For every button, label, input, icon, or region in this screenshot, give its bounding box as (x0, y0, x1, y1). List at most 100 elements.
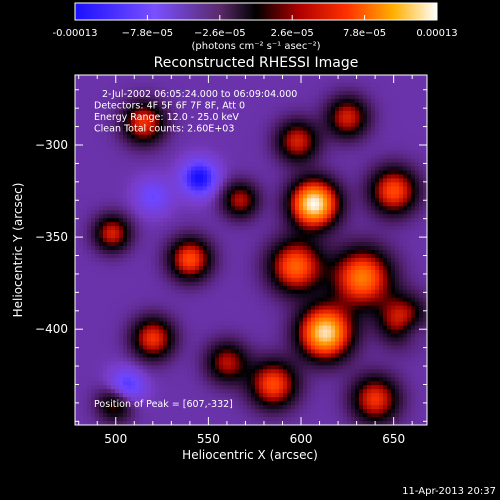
heatmap-cell (379, 118, 384, 124)
heatmap-cell (115, 166, 120, 171)
heatmap-cell (415, 174, 420, 179)
heatmap-cell (379, 222, 384, 227)
heatmap-cell (351, 273, 356, 279)
heatmap-cell (163, 134, 168, 140)
heatmap-cell (87, 269, 92, 275)
heatmap-cell (227, 297, 232, 303)
heatmap-cell (339, 214, 344, 219)
heatmap-cell (351, 134, 356, 140)
heatmap-cell (415, 146, 420, 151)
heatmap-cell (175, 86, 180, 92)
heatmap-cell (359, 257, 364, 263)
heatmap-cell (275, 198, 280, 203)
heatmap-cell (207, 210, 212, 215)
heatmap-cell (127, 218, 132, 223)
heatmap-cell (267, 289, 272, 295)
heatmap-cell (95, 90, 100, 96)
heatmap-cell (343, 126, 348, 132)
heatmap-cell (111, 194, 116, 199)
heatmap-cell (323, 106, 328, 112)
heatmap-cell (123, 222, 128, 227)
heatmap-cell (267, 297, 272, 303)
heatmap-cell (287, 242, 292, 247)
heatmap-cell (75, 150, 80, 155)
heatmap-cell (127, 94, 132, 100)
heatmap-cell (331, 186, 336, 191)
heatmap-cell (351, 170, 356, 175)
heatmap-cell (131, 210, 136, 215)
heatmap-cell (343, 253, 348, 259)
heatmap-cell (167, 154, 172, 159)
heatmap-cell (99, 75, 104, 80)
heatmap-cell (131, 218, 136, 223)
heatmap-cell (359, 146, 364, 151)
heatmap-cell (355, 142, 360, 147)
heatmap-cell (139, 202, 144, 207)
heatmap-cell (143, 202, 148, 207)
heatmap-cell (247, 82, 252, 88)
heatmap-cell (107, 238, 112, 243)
heatmap-cell (131, 206, 136, 211)
heatmap-cell (407, 90, 412, 96)
heatmap-cell (275, 146, 280, 151)
heatmap-cell (303, 106, 308, 112)
heatmap-cell (91, 162, 96, 167)
heatmap-cell (127, 297, 132, 303)
heatmap-cell (411, 214, 416, 219)
heatmap-cell (363, 166, 368, 171)
heatmap-cell (163, 202, 168, 207)
heatmap-cell (223, 158, 228, 163)
heatmap-cell (187, 174, 192, 179)
heatmap-cell (319, 90, 324, 96)
heatmap-cell (171, 138, 176, 144)
heatmap-cell (87, 134, 92, 140)
heatmap-cell (123, 297, 128, 303)
heatmap-cell (243, 174, 248, 179)
heatmap-cell (391, 273, 396, 279)
heatmap-cell (367, 277, 372, 283)
heatmap-cell (387, 226, 392, 231)
heatmap-cell (191, 190, 196, 195)
heatmap-cell (371, 142, 376, 147)
heatmap-cell (347, 174, 352, 179)
heatmap-cell (395, 130, 400, 136)
heatmap-cell (327, 118, 332, 124)
heatmap-cell (127, 186, 132, 191)
heatmap-cell (155, 222, 160, 227)
heatmap-cell (423, 194, 428, 199)
heatmap-cell (135, 138, 140, 144)
heatmap-cell (99, 170, 104, 175)
heatmap-cell (255, 194, 260, 199)
heatmap-cell (331, 285, 336, 291)
heatmap-cell (203, 194, 208, 199)
heatmap-cell (319, 86, 324, 92)
heatmap-cell (99, 130, 104, 136)
heatmap-cell (359, 86, 364, 92)
heatmap-cell (191, 250, 196, 255)
heatmap-cell (147, 134, 152, 140)
heatmap-cell (159, 218, 164, 223)
heatmap-cell (207, 289, 212, 295)
heatmap-cell (307, 118, 312, 124)
heatmap-cell (287, 126, 292, 132)
heatmap-cell (267, 118, 272, 124)
heatmap-cell (339, 142, 344, 147)
heatmap-cell (371, 182, 376, 187)
heatmap-cell (295, 178, 300, 183)
heatmap-cell (79, 158, 84, 163)
colorbar-units: (photons cm⁻² s⁻¹ asec⁻²) (191, 41, 320, 52)
heatmap-cell (387, 202, 392, 207)
heatmap-cell (247, 130, 252, 136)
heatmap-cell (367, 134, 372, 140)
heatmap-cell (383, 114, 388, 120)
heatmap-cell (75, 146, 80, 151)
heatmap-cell (179, 297, 184, 303)
heatmap-cell (235, 146, 240, 151)
heatmap-cell (231, 198, 236, 203)
heatmap-cell (263, 210, 268, 215)
heatmap-cell (407, 142, 412, 147)
heatmap-cell (391, 234, 396, 239)
heatmap-cell (267, 166, 272, 171)
heatmap-cell (299, 90, 304, 96)
heatmap-cell (135, 90, 140, 96)
